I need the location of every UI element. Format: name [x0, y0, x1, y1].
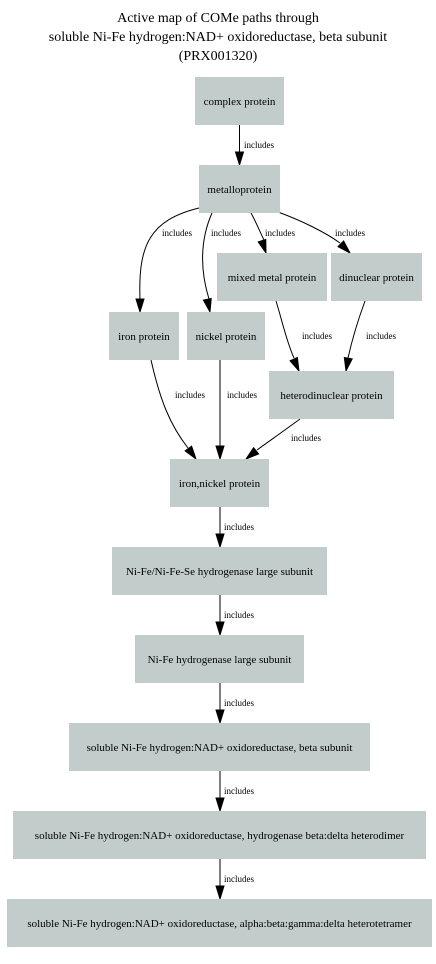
nodes-layer: complex protein metalloprotein mixed metal… [7, 77, 432, 947]
node-iron[interactable]: iron protein [109, 312, 179, 360]
edge-beta-to-betadelta: includes [215, 771, 254, 813]
edge-dinuclear-to-hetero: includes [343, 300, 396, 373]
edge-label: includes [227, 390, 257, 400]
edge-label: includes [224, 786, 254, 796]
edge-line [139, 207, 200, 300]
edge-label: includes [265, 228, 295, 238]
edge-line [150, 359, 189, 449]
node-beta[interactable]: soluble Ni-Fe hydrogen:NAD+ oxidoreducta… [69, 723, 370, 771]
diagram-title-line-1: Active map of COMe paths through [117, 11, 319, 26]
edge-arrowhead [215, 885, 225, 901]
edge-arrowhead [215, 797, 225, 813]
node-box[interactable] [217, 253, 327, 301]
edge-arrowhead [215, 709, 225, 725]
node-label: nickel protein [196, 331, 257, 343]
edge-label: includes [224, 698, 254, 708]
diagram-title-line-2: soluble Ni-Fe hydrogen:NAD+ oxidoreducta… [49, 30, 387, 45]
edge-label: includes [162, 228, 192, 238]
node-complex[interactable]: complex protein [195, 77, 284, 125]
node-box[interactable] [199, 165, 280, 213]
node-label: soluble Ni-Fe hydrogen:NAD+ oxidoreducta… [27, 918, 412, 930]
node-box[interactable] [109, 312, 179, 360]
node-label: complex protein [204, 96, 276, 108]
edge-label: includes [302, 331, 332, 341]
edge-arrowhead [215, 533, 225, 549]
node-label: dinuclear protein [339, 272, 414, 284]
edge-nifelarge-to-beta: includes [215, 683, 254, 725]
edge-iron-to-ironnickel: includes [150, 359, 205, 461]
node-label: mixed metal protein [228, 272, 317, 284]
edge-label: includes [335, 228, 365, 238]
edge-label: includes [366, 331, 396, 341]
node-label: Ni-Fe/Ni-Fe-Se hydrogenase large subunit [126, 566, 313, 578]
edge-betadelta-to-tetramer: includes [215, 859, 254, 901]
edge-label: includes [211, 228, 241, 238]
edge-metallo-to-mixed: includes [250, 212, 295, 255]
edge-arrowhead [215, 445, 225, 461]
node-box[interactable] [170, 459, 269, 507]
edge-label: includes [224, 874, 254, 884]
node-box[interactable] [269, 371, 394, 419]
node-mixed[interactable]: mixed metal protein [217, 253, 327, 301]
edge-arrowhead [184, 445, 197, 461]
edge-arrowhead [337, 240, 352, 255]
edge-label: includes [224, 522, 254, 532]
edge-arrowhead [343, 356, 353, 373]
node-ironnickel[interactable]: iron,nickel protein [170, 459, 269, 507]
edge-line [250, 212, 265, 241]
node-nifese[interactable]: Ni-Fe/Ni-Fe-Se hydrogenase large subunit [112, 547, 327, 595]
edge-ironnickel-to-nifese: includes [215, 507, 254, 549]
node-dinuclear[interactable]: dinuclear protein [331, 253, 422, 301]
edge-complex-to-metallo: includes [234, 124, 274, 167]
node-box[interactable] [112, 547, 327, 595]
edge-hetero-to-ironnickel: includes [244, 418, 321, 461]
node-box[interactable] [187, 312, 265, 360]
edge-line [277, 211, 341, 244]
edge-line [275, 300, 295, 359]
edges-layer: includes includes includes includes includes… [135, 124, 396, 901]
node-box[interactable] [13, 811, 426, 859]
node-metallo[interactable]: metalloprotein [199, 165, 280, 213]
node-nifelarge[interactable]: Ni-Fe hydrogenase large subunit [135, 635, 304, 683]
node-label: soluble Ni-Fe hydrogen:NAD+ oxidoreducta… [35, 830, 405, 842]
node-label: heterodinuclear protein [280, 390, 383, 402]
node-tetramer[interactable]: soluble Ni-Fe hydrogen:NAD+ oxidoreducta… [7, 899, 432, 947]
edge-line [202, 212, 213, 300]
edge-nickel-to-ironnickel: includes [215, 360, 257, 461]
edge-mixed-to-hetero: includes [275, 300, 332, 373]
edge-label: includes [244, 140, 274, 150]
edge-metallo-to-nickel: includes [202, 212, 241, 314]
edge-metallo-to-iron: includes [135, 207, 200, 314]
node-nickel[interactable]: nickel protein [187, 312, 265, 360]
edge-arrowhead [215, 621, 225, 637]
node-box[interactable] [195, 77, 284, 125]
edge-label: includes [291, 433, 321, 443]
edge-arrowhead [257, 238, 267, 255]
node-box[interactable] [135, 635, 304, 683]
node-box[interactable] [7, 899, 432, 947]
edge-line [347, 300, 366, 359]
node-label: metalloprotein [207, 184, 272, 196]
node-betadelta[interactable]: soluble Ni-Fe hydrogen:NAD+ oxidoreducta… [13, 811, 426, 859]
edge-arrowhead [135, 298, 145, 314]
edge-line [256, 418, 301, 451]
node-box[interactable] [69, 723, 370, 771]
node-label: iron,nickel protein [179, 478, 261, 490]
edge-label: includes [224, 610, 254, 620]
node-label: soluble Ni-Fe hydrogen:NAD+ oxidoreducta… [87, 742, 353, 754]
edge-metallo-to-dinuclear: includes [277, 211, 365, 255]
node-label: iron protein [118, 331, 170, 343]
edge-arrowhead [289, 356, 300, 373]
edge-arrowhead [202, 297, 212, 314]
edge-arrowhead [234, 151, 245, 167]
node-hetero[interactable]: heterodinuclear protein [269, 371, 394, 419]
node-box[interactable] [331, 253, 422, 301]
edge-arrowhead [244, 446, 260, 461]
edge-nifese-to-nifelarge: includes [215, 595, 254, 637]
diagram-title-line-3: (PRX001320) [179, 49, 258, 64]
node-label: Ni-Fe hydrogenase large subunit [148, 654, 292, 666]
edge-label: includes [175, 390, 205, 400]
